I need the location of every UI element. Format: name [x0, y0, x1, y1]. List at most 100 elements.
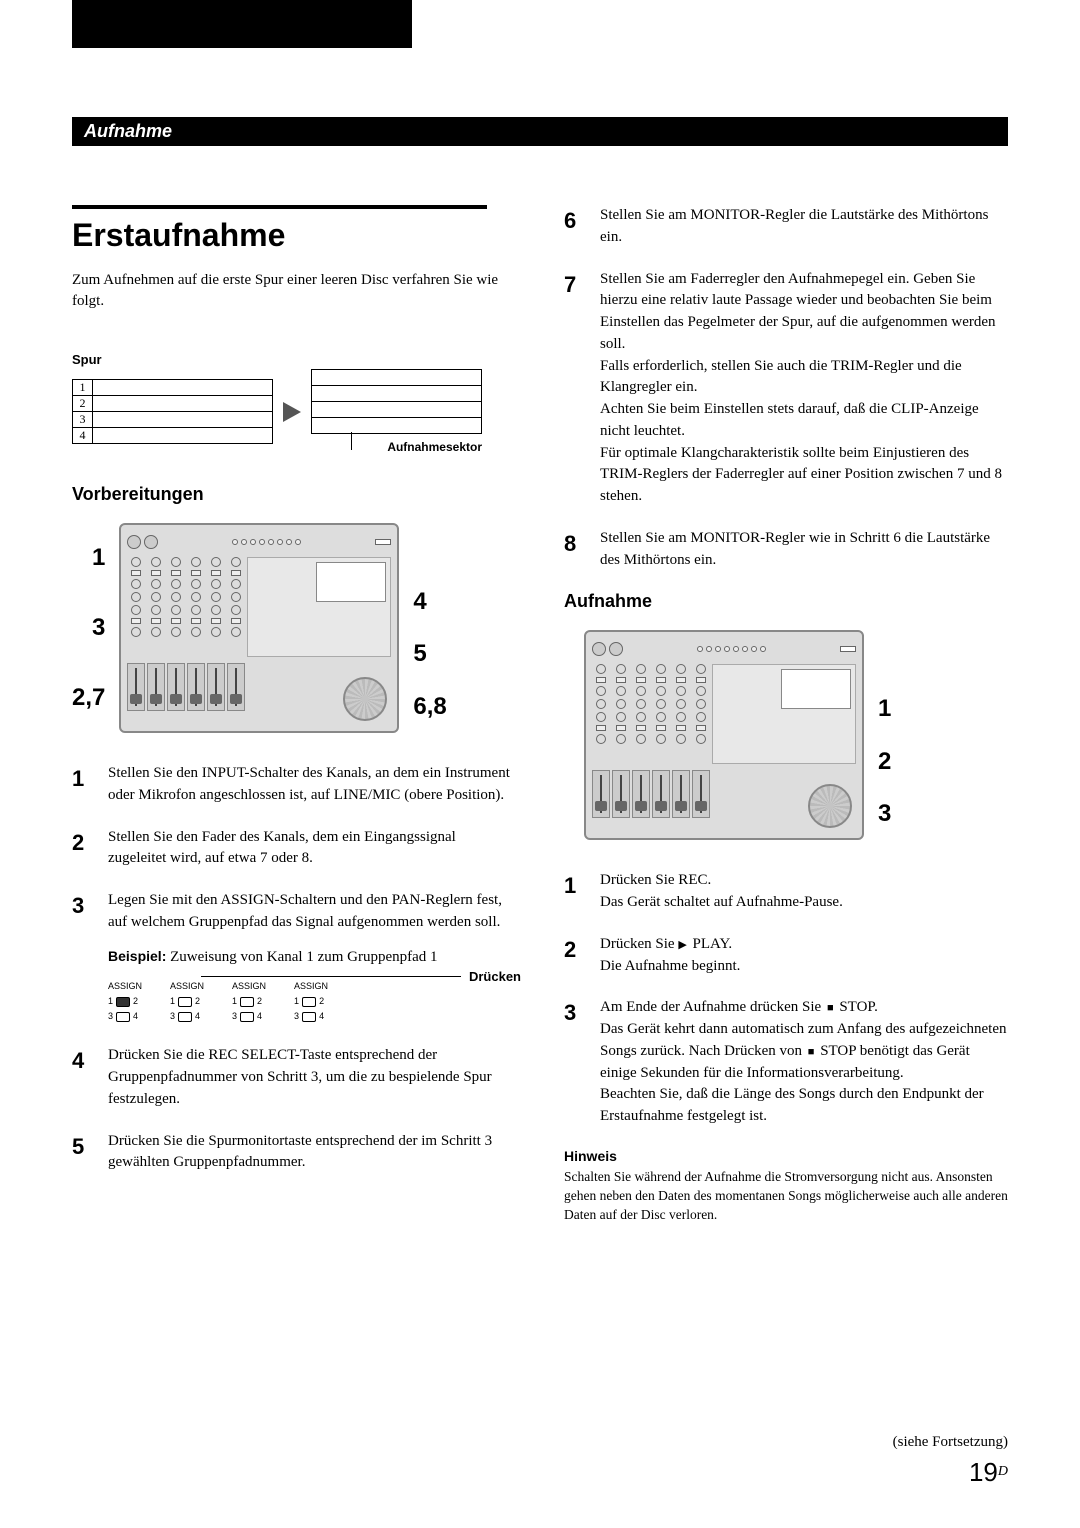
knob-icon [127, 535, 141, 549]
device-illustration [119, 523, 399, 733]
step-4: Drücken Sie die REC SELECT-Taste entspre… [72, 1045, 516, 1110]
page-title: Erstaufnahme [72, 217, 516, 254]
step-1: Stellen Sie den INPUT-Schalter des Kanal… [72, 763, 516, 807]
assign-label: ASSIGN [294, 980, 328, 993]
drucken-label: Drücken [469, 968, 521, 987]
beispiel-text: Zuweisung von Kanal 1 zum Gruppenpfad 1 [170, 949, 437, 965]
assign-col: ASSIGN 12 34 [232, 980, 266, 1025]
stop-icon [806, 1043, 817, 1059]
step-body: Legen Sie mit den ASSIGN-Schaltern und d… [108, 890, 516, 1025]
channel-strip [227, 557, 245, 657]
fader [207, 663, 225, 711]
fader [612, 770, 630, 818]
assign-row: Drücken ASSIGN 12 34 ASSIGN 12 34 ASS [108, 980, 516, 1025]
assign-col: ASSIGN 12 34 [108, 980, 142, 1025]
beispiel-label: Beispiel: [108, 948, 166, 964]
aufnahmesektor-label: Aufnahmesektor [311, 440, 482, 454]
device-ref: 6,8 [413, 693, 446, 721]
fader [187, 663, 205, 711]
fader [652, 770, 670, 818]
step-7: Stellen Sie am Faderregler den Aufnahmep… [564, 269, 1008, 508]
step-8: Stellen Sie am MONITOR-Regler wie in Sch… [564, 528, 1008, 572]
channel-strip [167, 557, 185, 657]
step-3-text: Legen Sie mit den ASSIGN-Schaltern und d… [108, 892, 502, 930]
device-ref: 2 [878, 748, 891, 776]
rec-heading: Aufnahme [564, 591, 1008, 612]
lcd-screen [781, 669, 851, 709]
device-top-row [127, 531, 391, 553]
page-footer: (siehe Fortsetzung) 19D [893, 1434, 1008, 1488]
device-ref: 3 [72, 614, 105, 642]
device-body [592, 664, 856, 764]
assign-label: ASSIGN [232, 980, 266, 993]
device-ref: 3 [878, 800, 891, 828]
assign-col: ASSIGN 12 34 [170, 980, 204, 1025]
right-column: Stellen Sie am MONITOR-Regler die Lautst… [564, 205, 1008, 1224]
title-rule [72, 205, 487, 209]
fader [632, 770, 650, 818]
spur-row-num: 3 [73, 412, 93, 428]
channel-strip [207, 557, 225, 657]
assign-switch [240, 1012, 254, 1022]
top-black-box [72, 0, 412, 48]
spur-row-num: 4 [73, 428, 93, 444]
device-illustration [584, 630, 864, 840]
content-columns: Erstaufnahme Zum Aufnehmen auf die erste… [72, 205, 1008, 1224]
prep-steps-continued: Stellen Sie am MONITOR-Regler die Lautst… [564, 205, 1008, 571]
device-top-row [592, 638, 856, 660]
spur-table-wrap: 1 2 3 4 Aufnahmesektor [72, 369, 516, 454]
rec-step-1: Drücken Sie REC. Das Gerät schaltet auf … [564, 870, 1008, 914]
jog-wheel-icon [343, 677, 387, 721]
spur-grid-after [311, 369, 482, 434]
device-refs-left: 1 3 2,7 [72, 523, 105, 733]
channel-strip [147, 557, 165, 657]
section-header-label: Aufnahme [84, 121, 172, 141]
step-3: Legen Sie mit den ASSIGN-Schaltern und d… [72, 890, 516, 1025]
fader [127, 663, 145, 711]
hinweis-heading: Hinweis [564, 1148, 1008, 1164]
rec-step-line1: Drücken Sie REC. [600, 872, 711, 888]
assign-switch [302, 1012, 316, 1022]
step-body: Drücken Sie REC. Das Gerät schaltet auf … [600, 870, 1008, 914]
channel-strip [187, 557, 205, 657]
assign-label: ASSIGN [108, 980, 142, 993]
step-body: Stellen Sie am Faderregler den Aufnahmep… [600, 269, 1008, 508]
device-ref: 5 [413, 640, 446, 668]
device-right-panel [247, 557, 391, 657]
device-ref: 4 [413, 588, 446, 616]
page-number: 19 [969, 1457, 998, 1487]
spur-grid-before: 1 2 3 4 [72, 379, 273, 444]
step-body: Stellen Sie am MONITOR-Regler die Lautst… [600, 205, 1008, 249]
step-body: Stellen Sie den INPUT-Schalter des Kanal… [108, 763, 516, 807]
knob-icon [592, 642, 606, 656]
assign-switch-on [116, 997, 130, 1007]
continuation-text: (siehe Fortsetzung) [893, 1434, 1008, 1451]
rec-step-line2: Das Gerät schaltet auf Aufnahme-Pause. [600, 894, 843, 910]
rec-step-2: Drücken Sie PLAY. Die Aufnahme beginnt. [564, 934, 1008, 978]
section-header-bar: Aufnahme [72, 117, 1008, 146]
device-refs-right: . 1 2 3 [878, 630, 891, 840]
fader [147, 663, 165, 711]
step-body: Drücken Sie die REC SELECT-Taste entspre… [108, 1045, 516, 1110]
step-5: Drücken Sie die Spurmonitortaste entspre… [72, 1131, 516, 1175]
assign-label: ASSIGN [170, 980, 204, 993]
device-refs-right: . 4 5 6,8 [413, 523, 446, 733]
rec-step-line2: Die Aufnahme beginnt. [600, 958, 740, 974]
assign-switch [116, 1012, 130, 1022]
page-suffix: D [998, 1464, 1008, 1479]
rec-steps: Drücken Sie REC. Das Gerät schaltet auf … [564, 870, 1008, 1128]
device-ref: 2,7 [72, 684, 105, 712]
spur-after-wrap: Aufnahmesektor [311, 369, 482, 454]
fader [592, 770, 610, 818]
stop-icon [825, 999, 836, 1015]
channel-strip [612, 664, 630, 764]
spur-row-num: 1 [73, 380, 93, 396]
step-body: Stellen Sie am MONITOR-Regler wie in Sch… [600, 528, 1008, 572]
slot-icon [375, 539, 391, 545]
spur-diagram: Spur 1 2 3 4 [72, 352, 516, 454]
assign-switch [178, 997, 192, 1007]
device-ref: 1 [878, 695, 891, 723]
rec-step-play: PLAY. [693, 936, 733, 952]
rec-step-prefix: Drücken Sie [600, 936, 678, 952]
prep-heading: Vorbereitungen [72, 484, 516, 505]
